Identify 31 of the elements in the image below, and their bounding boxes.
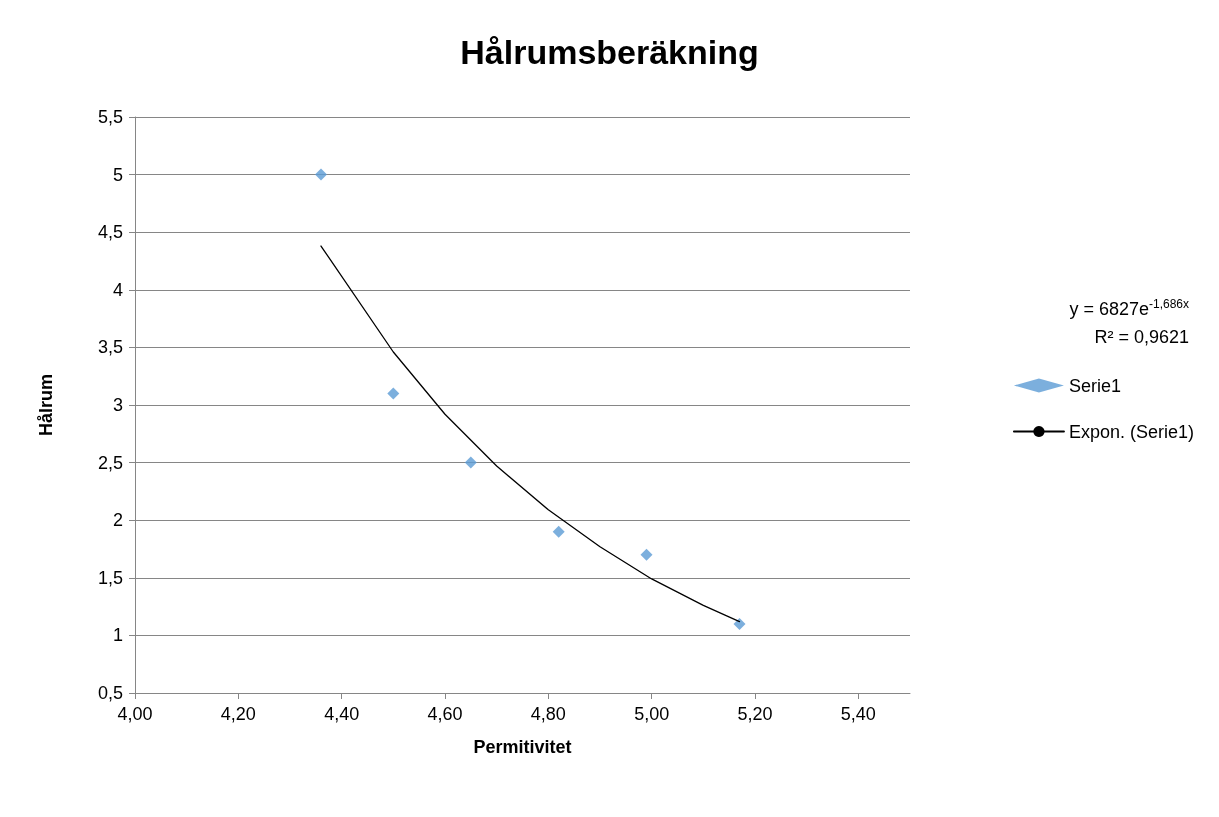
x-axis-title: Permitivitet [473,737,572,757]
chart-title: Hålrumsberäkning [460,33,759,71]
y-tick-label: 3,5 [97,337,123,358]
y-tick-label: 2 [112,510,123,531]
x-tick-label: 5,20 [737,704,773,724]
point [464,456,477,469]
y-axis-title: Hålrum [36,373,56,437]
text: R² = 0,9621 [1094,327,1189,347]
point [552,525,565,538]
y-tick-label: 4 [112,279,123,300]
y-tick-label: 5,5 [97,107,123,127]
y-tick-label: 3 [112,395,123,415]
legend-label: Expon. (Serie1) [1068,421,1194,442]
y-tick-label: 5 [112,164,123,185]
y-tick-label: 1 [112,625,123,646]
y-tick-label: 1,5 [97,567,123,588]
y-tick-label: 2,5 [97,452,123,473]
x-tick-label: 4,60 [427,704,463,724]
x-tick-label: 4,80 [530,704,566,724]
y-tick-label: 0,5 [97,683,123,703]
x-tick-label: 4,20 [220,704,256,724]
y-tick-label: 4,5 [97,222,123,243]
point [733,617,746,630]
point [315,168,327,181]
x-tick-label: 4,00 [117,704,153,724]
legend-label: Serie1 [1068,375,1121,396]
x-tick-label: 5,00 [634,704,670,724]
point [387,387,400,400]
point [640,548,653,561]
x-tick-label: 5,40 [840,704,876,724]
x-tick-label: 4,40 [324,704,360,724]
